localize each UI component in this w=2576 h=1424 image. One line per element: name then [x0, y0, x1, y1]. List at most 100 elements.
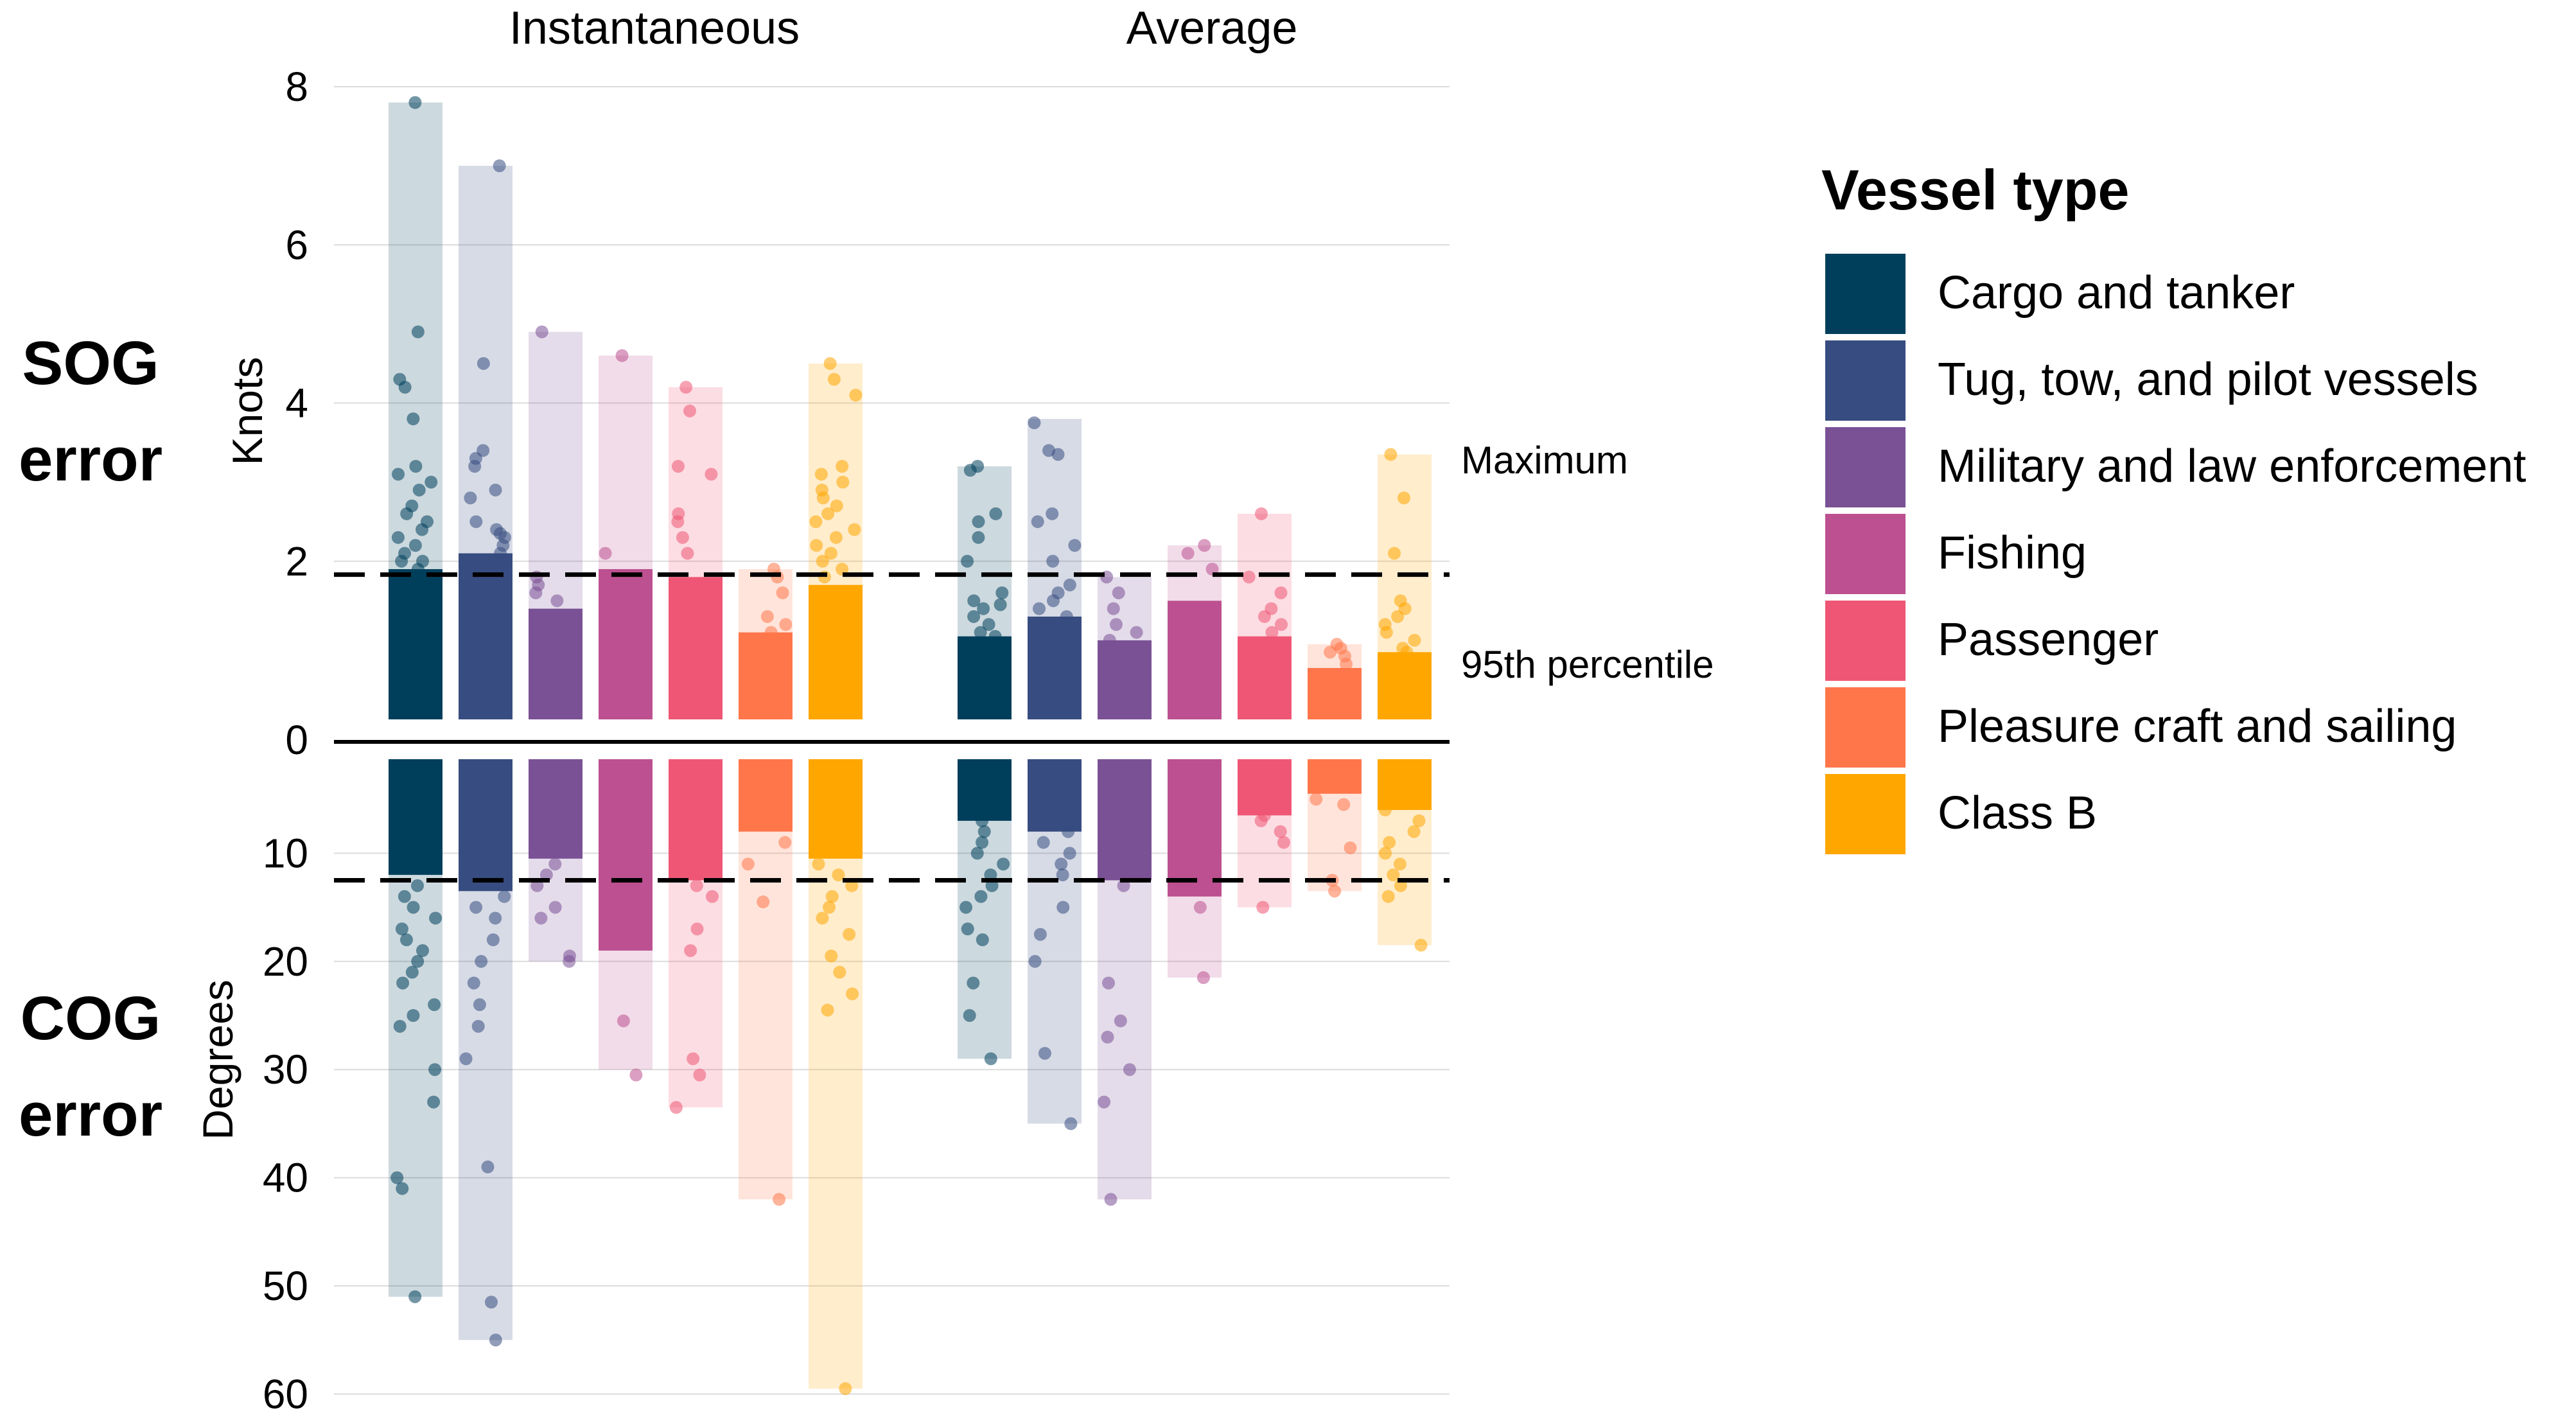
point-cog	[997, 857, 1010, 871]
annotation-maximum: Maximum	[1461, 439, 1628, 482]
point-cog	[961, 922, 974, 936]
point-cog	[1098, 1095, 1111, 1109]
point-sog	[679, 380, 693, 394]
tick-label-cog: 30	[263, 1046, 308, 1093]
legend: Cargo and tanker Tug, tow, and pilot vess…	[1825, 254, 2526, 854]
point-sog	[1400, 646, 1414, 659]
point-sog	[779, 618, 793, 631]
legend-label: Class B	[1938, 787, 2097, 839]
point-sog	[809, 515, 823, 529]
point-sog	[764, 626, 778, 639]
bar-cog-p95	[1168, 759, 1222, 897]
point-cog	[967, 976, 980, 990]
tick-label-sog: 4	[285, 380, 308, 426]
point-sog	[988, 629, 1002, 643]
point-sog	[493, 159, 506, 173]
bar-sog-p95	[1378, 652, 1432, 719]
point-cog	[839, 1382, 852, 1395]
point-cog	[1256, 901, 1270, 914]
point-cog	[1412, 814, 1426, 827]
point-cog	[427, 1095, 441, 1109]
legend-title: Vessel type	[1821, 158, 2129, 222]
point-cog	[816, 911, 829, 925]
bar-cog-p95	[1238, 759, 1292, 816]
tick-label-sog: 0	[285, 717, 308, 763]
point-cog	[1379, 847, 1392, 860]
point-sog	[824, 547, 837, 560]
bar-cog-p95	[809, 759, 863, 859]
point-cog	[428, 998, 441, 1012]
bar-sog-p95	[529, 608, 583, 719]
bar-sog-p95	[1308, 667, 1362, 719]
annotation-95th-percentile: 95th percentile	[1461, 643, 1714, 686]
point-cog	[977, 825, 991, 838]
point-cog	[1277, 836, 1290, 849]
point-sog	[1384, 448, 1398, 461]
point-cog	[548, 857, 562, 871]
point-cog	[1344, 841, 1357, 854]
point-sog	[776, 586, 789, 599]
axis-title-degrees: Degrees	[194, 980, 241, 1139]
point-sog	[395, 554, 408, 568]
point-cog	[428, 1063, 442, 1077]
point-cog	[396, 1182, 409, 1195]
point-cog	[1056, 868, 1069, 882]
legend-label: Tug, tow, and pilot vessels	[1938, 354, 2478, 405]
point-sog	[676, 531, 689, 544]
point-cog	[976, 836, 989, 849]
point-cog	[396, 976, 410, 990]
point-cog	[405, 965, 419, 979]
point-cog	[984, 1052, 997, 1066]
point-sog	[848, 523, 861, 536]
point-cog	[489, 911, 502, 925]
bar-cog-p95	[1308, 759, 1362, 794]
bar-sog-p95	[739, 632, 793, 719]
reference-lines	[334, 572, 1450, 883]
point-cog	[489, 1333, 502, 1347]
panel-title-instantaneous: Instantaneous	[509, 3, 800, 54]
point-sog	[489, 483, 502, 497]
row-label-cog-line1: COG	[21, 984, 161, 1053]
row-label-sog-line1: SOG	[22, 329, 159, 398]
point-sog	[967, 594, 981, 608]
point-sog	[967, 610, 981, 623]
point-cog	[705, 890, 719, 903]
point-sog	[1398, 491, 1411, 505]
point-sog	[829, 531, 843, 544]
point-cog	[393, 1019, 407, 1033]
point-cog	[563, 949, 576, 963]
point-sog	[961, 554, 974, 568]
bar-cog-p95	[958, 759, 1012, 821]
legend-swatch	[1825, 687, 1906, 768]
point-sog	[849, 389, 863, 402]
point-sog	[407, 412, 420, 426]
point-sog	[1063, 578, 1076, 592]
point-sog	[1340, 657, 1353, 671]
point-cog	[473, 998, 486, 1012]
bar-sog-p95	[389, 569, 442, 719]
point-cog	[1104, 1193, 1117, 1206]
point-cog	[1028, 954, 1042, 968]
tick-label-sog: 6	[285, 222, 308, 268]
point-cog	[843, 927, 856, 941]
bar-sog-p95	[1238, 636, 1292, 719]
point-sog	[705, 468, 718, 481]
point-sog	[1324, 646, 1337, 659]
point-cog	[398, 890, 411, 903]
point-sog	[995, 586, 1009, 599]
point-sog	[972, 531, 985, 544]
point-sog	[814, 468, 828, 481]
point-sog	[1265, 626, 1279, 639]
point-sog	[409, 460, 423, 473]
point-cog	[411, 879, 425, 892]
point-cog	[833, 965, 846, 979]
point-cog	[963, 1009, 976, 1022]
point-sog	[411, 563, 425, 576]
point-sog	[1391, 610, 1405, 623]
point-cog	[390, 1171, 404, 1184]
point-cog	[1328, 884, 1342, 898]
bar-sog-p95	[1098, 640, 1152, 719]
point-sog	[982, 618, 995, 631]
point-cog	[395, 922, 408, 936]
legend-label: Fishing	[1938, 527, 2087, 579]
